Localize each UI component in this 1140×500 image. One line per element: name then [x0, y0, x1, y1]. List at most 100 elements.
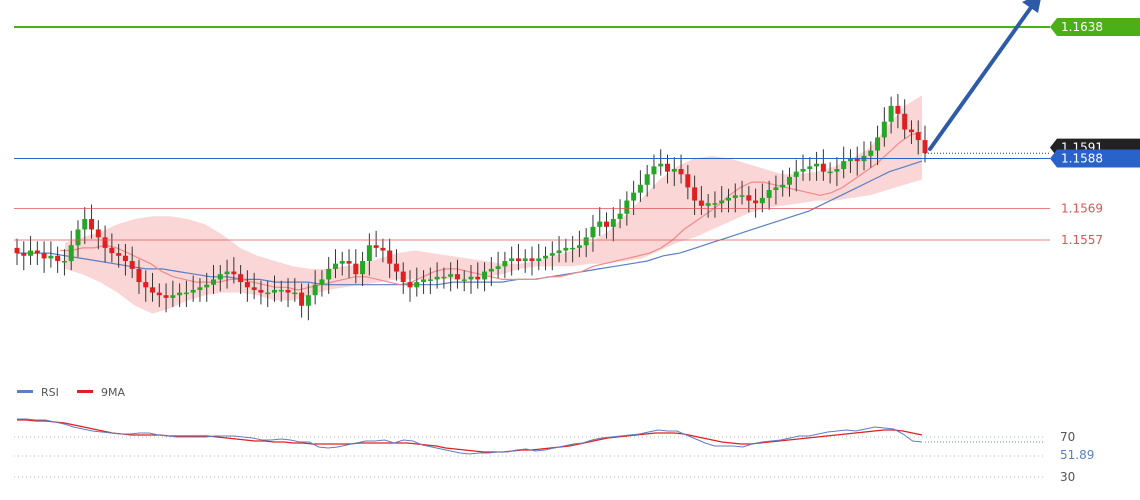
- candle: [150, 272, 156, 302]
- candle: [549, 241, 555, 271]
- rsi-line: [17, 418, 923, 455]
- candle: [265, 280, 271, 308]
- rsi-legend-swatch: [17, 390, 33, 393]
- candle: [834, 157, 840, 187]
- candle: [95, 220, 101, 250]
- candle: [488, 257, 494, 287]
- candle-body: [631, 192, 637, 201]
- candle: [563, 238, 569, 263]
- candle: [766, 180, 772, 210]
- candle-body: [536, 258, 542, 262]
- candle-body: [529, 258, 535, 262]
- rsi-current-value: 51.89: [1060, 448, 1094, 462]
- candle-body: [380, 247, 386, 251]
- candle-body: [712, 203, 718, 205]
- candle-body: [495, 266, 501, 269]
- candle-body: [868, 150, 874, 156]
- candle: [393, 249, 399, 281]
- candle-body: [387, 250, 393, 264]
- candle-body: [488, 268, 494, 272]
- candle-body: [332, 263, 338, 269]
- price-tag-current-text: 1.1588: [1061, 151, 1103, 165]
- candlesticks: [14, 94, 928, 321]
- candle-body: [183, 292, 189, 295]
- candle-body: [224, 271, 230, 275]
- candle: [387, 238, 393, 279]
- candle: [75, 220, 81, 258]
- candle-body: [102, 237, 108, 248]
- candle-body: [21, 253, 27, 256]
- candle: [820, 149, 826, 181]
- candle-body: [89, 218, 95, 230]
- candle: [414, 267, 420, 297]
- candle-body: [786, 176, 792, 185]
- candle-body: [305, 295, 311, 306]
- candle: [204, 272, 210, 302]
- candle-body: [563, 247, 569, 251]
- candle-body: [908, 129, 914, 133]
- candle-body: [604, 221, 610, 227]
- candle: [868, 141, 874, 168]
- candle-body: [434, 276, 440, 280]
- candle: [312, 270, 318, 305]
- candle: [529, 246, 535, 276]
- ma9-line: [17, 419, 923, 453]
- candle: [705, 193, 711, 218]
- candle: [786, 167, 792, 197]
- candle: [448, 262, 454, 292]
- candle-body: [373, 245, 379, 248]
- candle: [258, 280, 264, 305]
- candle-body: [156, 292, 162, 296]
- candle-body: [881, 121, 887, 138]
- candle-body: [841, 161, 847, 169]
- candle: [658, 149, 664, 176]
- candle: [373, 230, 379, 258]
- candle: [285, 278, 291, 308]
- candle-body: [238, 274, 244, 283]
- candle: [454, 259, 460, 289]
- candle: [292, 278, 298, 302]
- candle: [543, 246, 549, 271]
- rsi-tick-70: 70: [1060, 430, 1075, 444]
- candle-body: [407, 282, 413, 288]
- candle: [116, 243, 122, 268]
- candle-body: [421, 279, 427, 283]
- candle-body: [28, 250, 34, 256]
- candle-body: [583, 237, 589, 246]
- candle: [271, 275, 277, 302]
- candle-body: [522, 258, 528, 262]
- candle-body: [644, 174, 650, 185]
- candle-body: [393, 263, 399, 272]
- candle-body: [732, 195, 738, 198]
- candle: [854, 146, 860, 176]
- price-tag-1-1569: 1.1569: [1061, 201, 1103, 215]
- candle: [332, 249, 338, 279]
- candle: [14, 238, 20, 265]
- candle: [278, 280, 284, 302]
- candle: [102, 225, 108, 263]
- candle-body: [671, 168, 677, 172]
- candle: [732, 183, 738, 213]
- candle-body: [95, 229, 101, 238]
- candle: [515, 243, 521, 271]
- candle-body: [211, 279, 217, 285]
- candle: [244, 270, 250, 302]
- candle-body: [651, 166, 657, 175]
- candle: [380, 238, 386, 263]
- candle: [122, 243, 128, 276]
- candle-body: [41, 253, 47, 259]
- candle-body: [150, 287, 156, 293]
- candle: [427, 267, 433, 294]
- candle-body: [454, 274, 460, 280]
- candle-body: [637, 184, 643, 193]
- candle-body: [231, 271, 237, 275]
- candle: [238, 264, 244, 294]
- candle-body: [759, 197, 765, 204]
- candle-body: [68, 245, 74, 262]
- candle-body: [902, 113, 908, 130]
- candle-body: [515, 258, 521, 262]
- price-levels: [14, 26, 1050, 241]
- candle-body: [366, 245, 372, 262]
